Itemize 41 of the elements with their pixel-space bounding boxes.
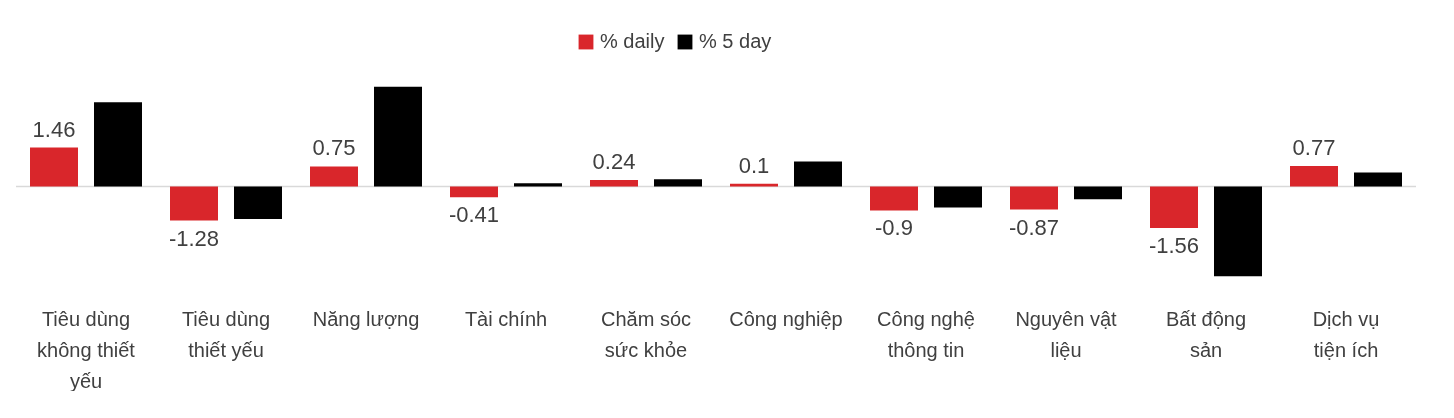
x-tick-label: Công nghiệp [729, 307, 843, 330]
bar [1354, 172, 1402, 187]
bar [590, 180, 638, 187]
bar [654, 179, 702, 187]
x-tick-label: Năng lượng [312, 307, 420, 330]
data-label: -0.9 [875, 215, 913, 241]
x-tick-label: Tài chính [464, 307, 548, 330]
bar [374, 86, 422, 187]
x-tick-label: Dịch vụ tiện ích [1312, 307, 1380, 361]
bar [870, 186, 918, 211]
bar [310, 166, 358, 187]
data-label: 0.75 [312, 135, 356, 161]
bar [1074, 186, 1122, 200]
data-label: 1.46 [32, 116, 76, 142]
data-label: 0.77 [1292, 134, 1336, 160]
bar [1010, 186, 1058, 210]
legend-label: % 5 day [699, 30, 772, 52]
x-tick-label: Nguyên vật liệu [1015, 307, 1118, 361]
x-tick-label: Tiêu dùng không thiết yếu [37, 307, 136, 392]
bar [934, 186, 982, 208]
bar [514, 183, 562, 187]
bar [1214, 186, 1262, 277]
data-label: -1.28 [168, 225, 220, 251]
x-tick-label: Tiêu dùng thiết yếu [181, 307, 271, 361]
bar [170, 186, 218, 221]
bar [1290, 165, 1338, 187]
bar [30, 147, 78, 187]
bar [450, 186, 498, 198]
x-tick-label: Bất động sản [1165, 307, 1247, 361]
x-tick-label: Công nghệ thông tin [877, 307, 975, 361]
data-label: 0.1 [738, 152, 770, 178]
bar [234, 186, 282, 219]
legend-label: % daily [600, 30, 665, 52]
bar [794, 161, 842, 187]
bar [94, 102, 142, 187]
data-label: -1.56 [1148, 233, 1200, 259]
data-label: 0.24 [592, 149, 636, 175]
data-label: -0.87 [1008, 214, 1060, 240]
bar [1150, 186, 1198, 229]
x-tick-label: Chăm sóc sức khỏe [600, 307, 692, 361]
data-label: -0.41 [448, 202, 500, 228]
